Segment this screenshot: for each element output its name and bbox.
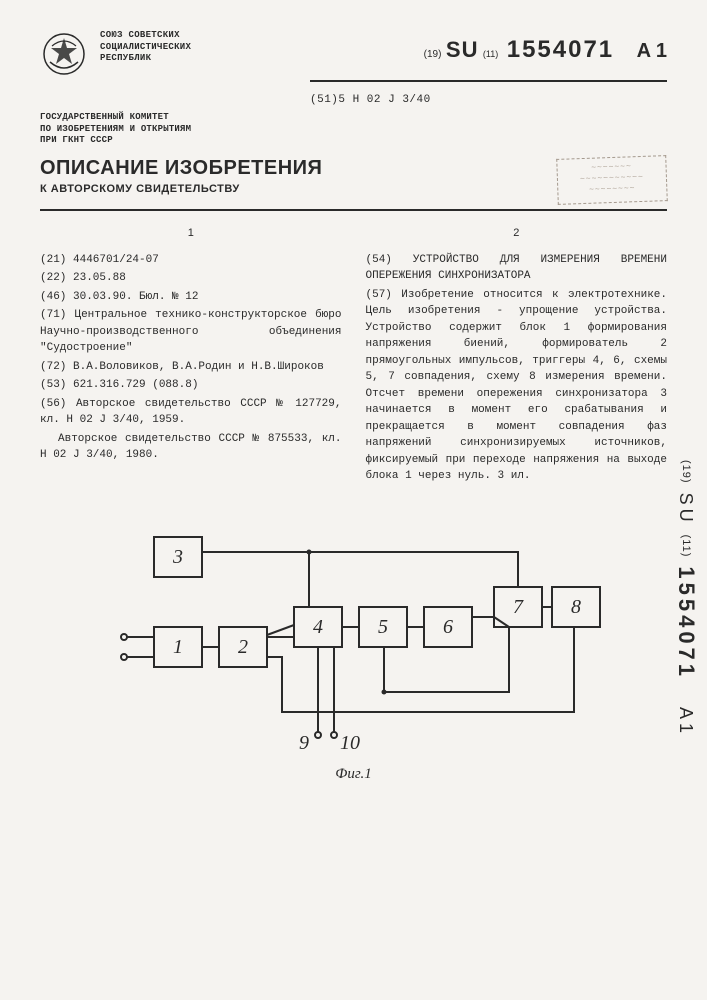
- box-2-label: 2: [238, 636, 248, 658]
- code-11: (11): [483, 49, 498, 59]
- title-block: ОПИСАНИЕ ИЗОБРЕТЕНИЯ К АВТОРСКОМУ СВИДЕТ…: [40, 157, 322, 195]
- doc-num: 1554071: [507, 36, 614, 63]
- side-11: (11): [680, 535, 692, 558]
- column-left: 1 (21) 4446701/24-07 (22) 23.05.88 (46) …: [40, 225, 342, 487]
- field-56b: Авторское свидетельство СССР № 875533, к…: [40, 431, 342, 464]
- title-sub: К АВТОРСКОМУ СВИДЕТЕЛЬСТВУ: [40, 183, 322, 195]
- code-19: (19): [424, 49, 442, 60]
- field-21: (21) 4446701/24-07: [40, 252, 342, 269]
- republic-line-2: СОЦИАЛИСТИЧЕСКИХ: [100, 42, 191, 54]
- committee-line-1: ГОСУДАРСТВЕННЫЙ КОМИТЕТ: [40, 112, 667, 124]
- field-71: (71) Центральное технико-конструкторское…: [40, 307, 342, 357]
- republic-text: СОЮЗ СОВЕТСКИХ СОЦИАЛИСТИЧЕСКИХ РЕСПУБЛИ…: [100, 30, 191, 65]
- block-diagram: 3 1 2 4 5 6 7 8 9 10: [104, 517, 604, 757]
- doc-suffix: A 1: [637, 40, 667, 62]
- col-num-1: 1: [40, 225, 342, 242]
- committee-line-3: ПРИ ГКНТ СССР: [40, 135, 667, 147]
- box-4-label: 4: [313, 616, 323, 638]
- box-5-label: 5: [378, 616, 388, 638]
- box-7-label: 7: [513, 596, 524, 618]
- box-8-label: 8: [571, 596, 581, 618]
- figure-1: 3 1 2 4 5 6 7 8 9 10 Фиг.1: [40, 517, 667, 783]
- figure-caption: Фиг.1: [40, 766, 667, 783]
- title-main: ОПИСАНИЕ ИЗОБРЕТЕНИЯ: [40, 157, 322, 180]
- side-num: 1554071: [674, 566, 699, 680]
- committee-text: ГОСУДАРСТВЕННЫЙ КОМИТЕТ ПО ИЗОБРЕТЕНИЯМ …: [40, 112, 667, 147]
- page: СОЮЗ СОВЕТСКИХ СОЦИАЛИСТИЧЕСКИХ РЕСПУБЛИ…: [0, 0, 707, 1000]
- terminal-10-label: 10: [340, 732, 360, 754]
- side-19: (19): [680, 460, 692, 484]
- field-46: (46) 30.03.90. Бюл. № 12: [40, 289, 342, 306]
- field-22: (22) 23.05.88: [40, 270, 342, 287]
- ussr-emblem-icon: [40, 30, 88, 78]
- field-56a: (56) Авторское свидетельство СССР № 1277…: [40, 396, 342, 429]
- committee-line-2: ПО ИЗОБРЕТЕНИЯМ И ОТКРЫТИЯМ: [40, 124, 667, 136]
- classification-code: (51)5 Н 02 J 3/40: [310, 94, 667, 106]
- field-57: (57) Изобретение относится к электротехн…: [366, 287, 668, 485]
- title-row: ОПИСАНИЕ ИЗОБРЕТЕНИЯ К АВТОРСКОМУ СВИДЕТ…: [40, 157, 667, 211]
- terminal-9-label: 9: [299, 732, 309, 754]
- header-row: СОЮЗ СОВЕТСКИХ СОЦИАЛИСТИЧЕСКИХ РЕСПУБЛИ…: [40, 30, 667, 78]
- library-stamp: ~~~~~~~ ~~~~~~~~~~~ ~~~~~~~~: [556, 155, 668, 205]
- field-54: (54) УСТРОЙСТВО ДЛЯ ИЗМЕРЕНИЯ ВРЕМЕНИ ОП…: [366, 252, 668, 285]
- box-1-label: 1: [173, 636, 183, 658]
- side-su: SU: [676, 493, 696, 526]
- col-num-2: 2: [366, 225, 668, 242]
- side-suffix: A1: [676, 707, 696, 737]
- code-su: SU: [446, 37, 479, 62]
- republic-line-1: СОЮЗ СОВЕТСКИХ: [100, 30, 191, 42]
- column-right: 2 (54) УСТРОЙСТВО ДЛЯ ИЗМЕРЕНИЯ ВРЕМЕНИ …: [366, 225, 668, 487]
- side-docnumber: (19) SU (11) 1554071 A1: [673, 460, 699, 737]
- document-number: (19) SU (11) 1554071 A 1: [424, 30, 667, 64]
- box-6-label: 6: [443, 616, 453, 638]
- field-53: (53) 621.316.729 (088.8): [40, 377, 342, 394]
- republic-line-3: РЕСПУБЛИК: [100, 53, 191, 65]
- columns: 1 (21) 4446701/24-07 (22) 23.05.88 (46) …: [40, 225, 667, 487]
- field-72: (72) В.А.Воловиков, В.А.Родин и Н.В.Широ…: [40, 359, 342, 376]
- box-3-label: 3: [172, 546, 183, 568]
- docnum-underline: [310, 80, 667, 82]
